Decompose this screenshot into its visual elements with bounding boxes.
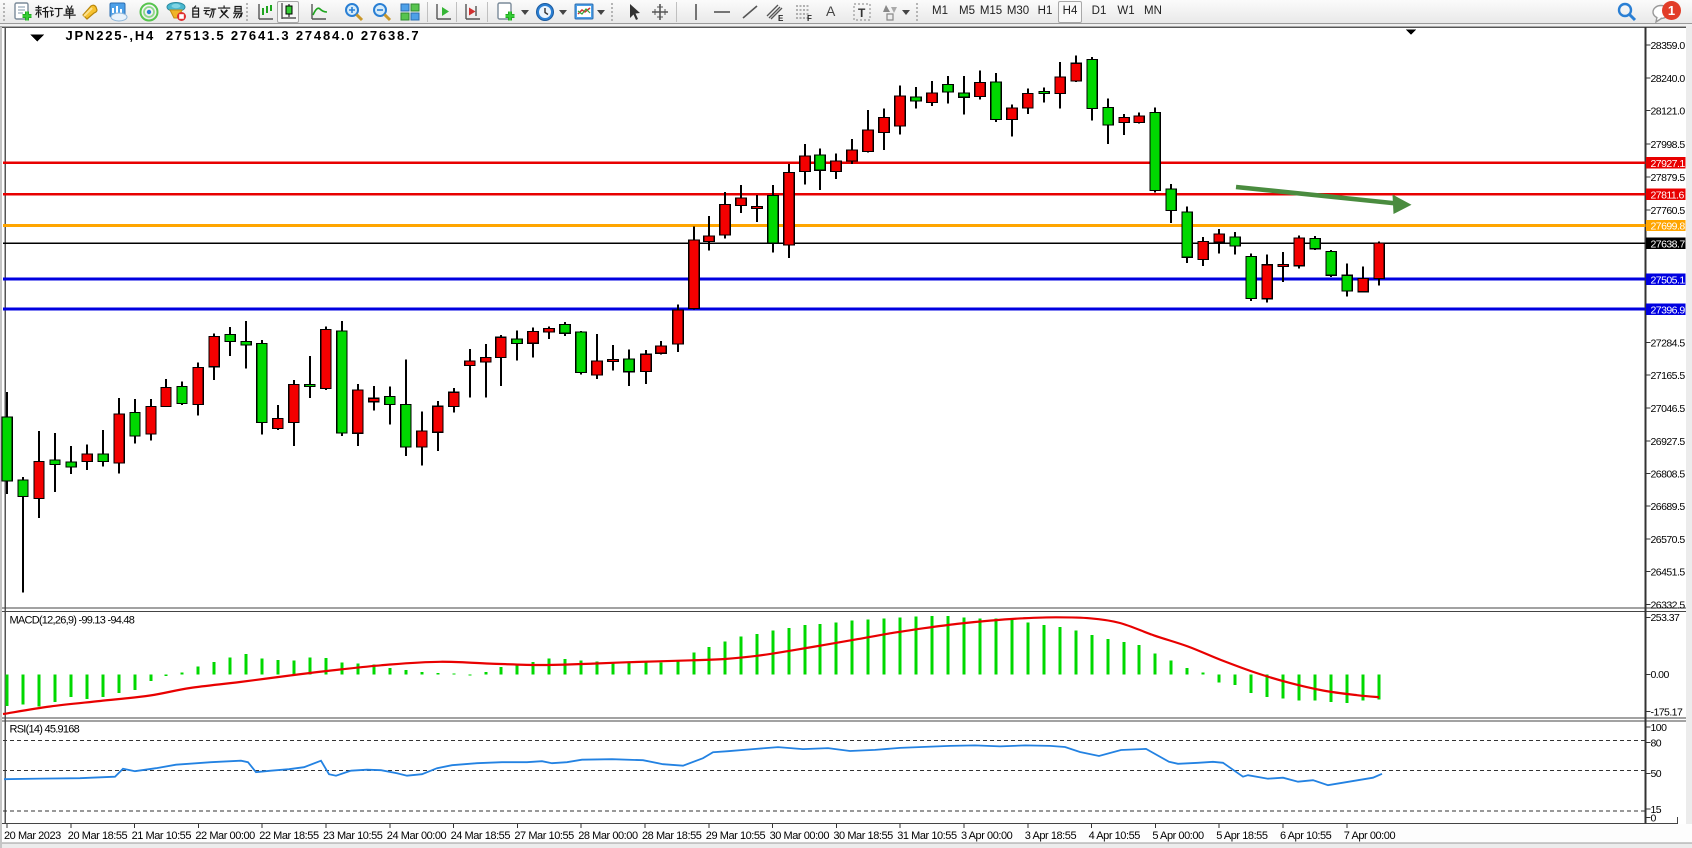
svg-text:80: 80 <box>1651 737 1662 749</box>
svg-text:31 Mar 10:55: 31 Mar 10:55 <box>897 830 957 842</box>
svg-text:27046.5: 27046.5 <box>1651 403 1686 415</box>
svg-text:26808.5: 26808.5 <box>1651 468 1686 480</box>
svg-text:27998.5: 27998.5 <box>1651 139 1686 151</box>
svg-text:24 Mar 18:55: 24 Mar 18:55 <box>451 830 511 842</box>
svg-text:30 Mar 00:00: 30 Mar 00:00 <box>770 830 830 842</box>
svg-text:27760.5: 27760.5 <box>1651 205 1686 217</box>
svg-text:20 Mar 2023: 20 Mar 2023 <box>4 830 61 842</box>
svg-text:27879.5: 27879.5 <box>1651 172 1686 184</box>
svg-text:0.00: 0.00 <box>1651 669 1670 681</box>
svg-text:7 Apr 00:00: 7 Apr 00:00 <box>1344 830 1396 842</box>
svg-text:-175.17: -175.17 <box>1651 706 1683 718</box>
svg-text:JPN225-,H4 27513.5 27641.3 27: JPN225-,H4 27513.5 27641.3 27484.0 27638… <box>66 28 421 43</box>
svg-text:MACD(12,26,9) -99.13 -94.48: MACD(12,26,9) -99.13 -94.48 <box>10 615 135 627</box>
svg-text:6 Apr 10:55: 6 Apr 10:55 <box>1280 830 1332 842</box>
svg-text:27811.6: 27811.6 <box>1651 189 1685 201</box>
svg-text:23 Mar 10:55: 23 Mar 10:55 <box>323 830 383 842</box>
svg-text:28 Mar 00:00: 28 Mar 00:00 <box>578 830 638 842</box>
svg-text:21 Mar 10:55: 21 Mar 10:55 <box>132 830 192 842</box>
svg-text:15: 15 <box>1651 804 1662 816</box>
svg-text:28121.0: 28121.0 <box>1651 105 1686 117</box>
svg-text:30 Mar 18:55: 30 Mar 18:55 <box>833 830 893 842</box>
svg-text:0: 0 <box>1651 812 1657 824</box>
svg-text:28 Mar 18:55: 28 Mar 18:55 <box>642 830 702 842</box>
svg-text:4 Apr 10:55: 4 Apr 10:55 <box>1089 830 1141 842</box>
svg-text:3 Apr 00:00: 3 Apr 00:00 <box>961 830 1013 842</box>
svg-text:20 Mar 18:55: 20 Mar 18:55 <box>68 830 128 842</box>
svg-text:27638.7: 27638.7 <box>1651 238 1686 250</box>
svg-text:27505.1: 27505.1 <box>1651 274 1686 286</box>
svg-text:27165.5: 27165.5 <box>1651 370 1686 382</box>
svg-text:3 Apr 18:55: 3 Apr 18:55 <box>1025 830 1077 842</box>
svg-text:100: 100 <box>1651 722 1668 734</box>
svg-text:28240.0: 28240.0 <box>1651 73 1686 85</box>
svg-text:27 Mar 10:55: 27 Mar 10:55 <box>514 830 574 842</box>
svg-text:27284.5: 27284.5 <box>1651 337 1686 349</box>
svg-text:F: F <box>807 14 812 22</box>
svg-text:26451.5: 26451.5 <box>1651 566 1686 578</box>
svg-text:RSI(14) 45.9168: RSI(14) 45.9168 <box>10 724 80 736</box>
svg-text:26570.5: 26570.5 <box>1651 534 1686 546</box>
svg-text:22 Mar 00:00: 22 Mar 00:00 <box>195 830 255 842</box>
svg-text:T: T <box>858 6 866 20</box>
svg-text:27927.1: 27927.1 <box>1651 158 1686 170</box>
svg-text:22 Mar 18:55: 22 Mar 18:55 <box>259 830 319 842</box>
svg-text:50: 50 <box>1651 768 1662 780</box>
svg-text:26927.5: 26927.5 <box>1651 436 1686 448</box>
svg-text:27699.8: 27699.8 <box>1651 221 1686 233</box>
svg-text:24 Mar 00:00: 24 Mar 00:00 <box>387 830 447 842</box>
svg-text:29 Mar 10:55: 29 Mar 10:55 <box>706 830 766 842</box>
svg-text:28359.0: 28359.0 <box>1651 40 1686 52</box>
svg-text:5 Apr 18:55: 5 Apr 18:55 <box>1216 830 1268 842</box>
svg-text:E: E <box>778 14 784 22</box>
svg-text:5 Apr 00:00: 5 Apr 00:00 <box>1152 830 1204 842</box>
svg-text:253.37: 253.37 <box>1651 612 1681 624</box>
svg-text:26689.5: 26689.5 <box>1651 501 1686 513</box>
svg-text:27396.9: 27396.9 <box>1651 304 1686 316</box>
svg-text:26332.5: 26332.5 <box>1651 599 1686 611</box>
